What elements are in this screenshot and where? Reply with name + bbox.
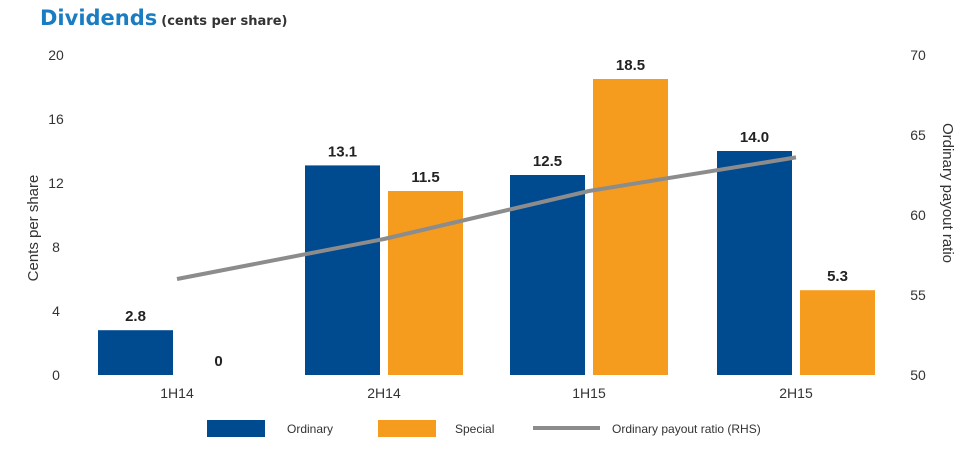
y-tick-label: 20 <box>48 47 64 63</box>
legend-label-payout-ratio: Ordinary payout ratio (RHS) <box>612 422 761 436</box>
legend-label-ordinary: Ordinary <box>287 422 333 436</box>
x-tick-label: 2H15 <box>779 385 813 401</box>
y-tick-label: 0 <box>52 367 60 383</box>
data-label: 5.3 <box>827 268 848 285</box>
data-label: 13.1 <box>328 143 357 160</box>
x-tick-label: 1H15 <box>572 385 606 401</box>
y2-tick-label: 65 <box>910 127 926 143</box>
data-label: 14.0 <box>740 129 769 146</box>
bar-ordinary-2h14 <box>305 165 380 375</box>
y-tick-label: 16 <box>48 111 64 127</box>
bar-special-1h15 <box>593 79 668 375</box>
data-label: 0 <box>214 353 222 370</box>
bar-special-2h15 <box>800 290 875 375</box>
y-tick-label: 8 <box>52 239 60 255</box>
data-label: 2.8 <box>125 308 146 325</box>
data-label: 18.5 <box>616 57 645 74</box>
y2-tick-label: 50 <box>910 367 926 383</box>
y-tick-label: 4 <box>52 303 60 319</box>
data-label: 11.5 <box>411 169 439 186</box>
y2-tick-label: 55 <box>910 287 926 303</box>
y2-tick-label: 60 <box>910 207 926 223</box>
x-tick-label: 1H14 <box>160 385 194 401</box>
payout-ratio-line <box>176 155 797 281</box>
data-label: 12.5 <box>533 153 562 170</box>
bar-ordinary-1h14 <box>98 330 173 375</box>
y2-axis-label: Ordinary payout ratio <box>939 123 956 263</box>
chart-subtitle: (cents per share) <box>161 14 288 29</box>
chart-title-block: Dividends (cents per share) <box>40 6 287 30</box>
y-axis-label: Cents per share <box>25 175 42 282</box>
legend-swatch-ordinary <box>207 420 265 437</box>
legend-label-special: Special <box>455 422 494 436</box>
y2-tick-label: 70 <box>910 47 926 63</box>
bar-special-2h14 <box>388 191 463 375</box>
x-tick-label: 2H14 <box>367 385 401 401</box>
y-tick-label: 12 <box>48 175 64 191</box>
chart-title: Dividends <box>40 6 158 30</box>
legend-swatch-special <box>378 420 436 437</box>
bar-ordinary-2h15 <box>717 151 792 375</box>
